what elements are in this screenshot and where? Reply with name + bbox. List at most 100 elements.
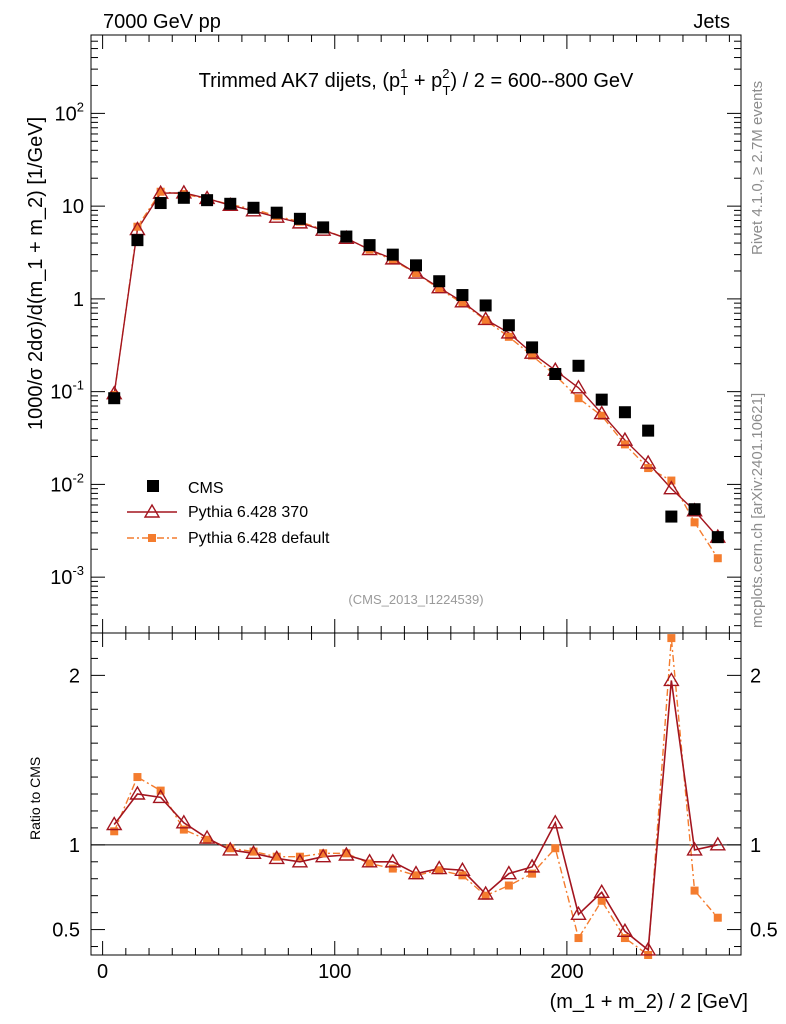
ratio-point-pythia-default xyxy=(690,886,699,895)
ratio-point-pythia-370 xyxy=(105,816,123,831)
ratio-point-pythia-370 xyxy=(245,844,262,860)
point-cms xyxy=(688,503,701,516)
point-cms xyxy=(386,248,399,261)
ratio-point-pythia-default xyxy=(249,847,258,856)
main-y-tick-label: 102 xyxy=(55,99,84,125)
point-cms xyxy=(456,289,469,302)
ratio-point-pythia-370 xyxy=(129,785,146,800)
point-cms xyxy=(642,424,655,437)
main-y-tick-label: 1 xyxy=(73,289,84,311)
main-y-tick-label: 10-2 xyxy=(50,470,84,496)
point-pythia-default xyxy=(133,222,142,231)
point-cms xyxy=(317,221,330,234)
point-cms xyxy=(340,230,353,243)
ratio-point-pythia-370 xyxy=(570,905,587,921)
ratio-point-pythia-370 xyxy=(593,883,610,898)
ratio-y-tick-label: 2 xyxy=(69,665,80,687)
ratio-point-pythia-default xyxy=(528,869,537,878)
ratio-point-pythia-default xyxy=(574,934,583,943)
ratio-point-pythia-370 xyxy=(663,672,680,687)
ratio-point-pythia-370 xyxy=(523,858,541,873)
ratio-point-pythia-default xyxy=(203,835,212,844)
legend-pythia370-marker xyxy=(143,503,161,518)
ratio-x-tick-label: 200 xyxy=(550,961,583,983)
point-pythia-default xyxy=(458,299,467,308)
ratio-y-tick-label: 1 xyxy=(69,835,80,857)
main-y-axis-label: 1000/σ 2dσ)/d(m_1 + m_2) [1/GeV] xyxy=(25,117,47,430)
point-pythia-default xyxy=(156,187,165,196)
ratio-point-pythia-370 xyxy=(384,853,402,868)
point-pythia-default xyxy=(481,316,490,325)
point-cms xyxy=(363,239,376,252)
ratio-point-pythia-default xyxy=(342,849,351,858)
point-pythia-default xyxy=(504,332,513,341)
point-cms xyxy=(433,275,446,288)
main-title: Trimmed AK7 dijets, (p1 T + p2 T) / 2 = 60… xyxy=(199,66,634,98)
ratio-point-pythia-370 xyxy=(361,853,378,868)
point-cms xyxy=(479,299,492,312)
point-cms xyxy=(410,259,422,272)
point-pythia-default xyxy=(435,284,444,293)
ratio-point-pythia-default xyxy=(713,913,722,922)
ratio-point-pythia-default xyxy=(388,864,397,873)
header-right: Jets xyxy=(693,11,730,33)
ratio-point-pythia-370 xyxy=(616,922,634,937)
ratio-point-pythia-370 xyxy=(152,788,169,804)
main-y-tick-label: 10-1 xyxy=(50,378,84,404)
point-cms xyxy=(711,531,724,544)
legend-default-marker xyxy=(148,534,156,542)
point-cms xyxy=(201,194,214,207)
ratio-point-pythia-370 xyxy=(709,836,727,851)
ratio-point-pythia-default xyxy=(667,634,676,643)
point-cms xyxy=(108,392,121,405)
ratio-line-pythia-370 xyxy=(113,680,718,952)
ratio-y-axis-label: Ratio to CMS xyxy=(27,757,43,840)
main-y-tick-label: 10 xyxy=(62,196,84,218)
ratio-point-pythia-370 xyxy=(547,814,564,829)
ratio-line-pythia-default xyxy=(113,638,719,957)
point-pythia-370 xyxy=(616,431,634,446)
side-label-bottom: mcplots.cern.ch [arXiv:2401.10621] xyxy=(749,393,766,628)
main-y-tick-label: 10-3 xyxy=(50,563,84,589)
ratio-plot-frame xyxy=(90,632,742,956)
ratio-point-pythia-370 xyxy=(407,865,425,880)
ratio-point-pythia-default xyxy=(435,866,444,875)
point-cms xyxy=(665,510,678,523)
ratio-point-pythia-370 xyxy=(477,885,494,900)
point-cms xyxy=(131,234,144,247)
point-pythia-default xyxy=(597,411,606,420)
ratio-point-pythia-default xyxy=(226,844,235,853)
ratio-y-tick-label-right: 1 xyxy=(750,835,761,857)
point-pythia-370 xyxy=(477,311,494,326)
legend-cms-label: CMS xyxy=(188,480,224,497)
ratio-point-pythia-default xyxy=(504,881,513,890)
point-pythia-370 xyxy=(593,405,610,420)
point-pythia-370 xyxy=(663,480,680,495)
ratio-point-pythia-default xyxy=(620,934,629,943)
ratio-point-pythia-370 xyxy=(268,850,285,865)
point-pythia-370 xyxy=(500,324,518,339)
legend-cms-marker xyxy=(147,480,159,492)
point-cms xyxy=(572,359,585,372)
point-pythia-default xyxy=(713,554,722,563)
point-cms xyxy=(502,319,515,332)
point-cms xyxy=(549,367,562,380)
ratio-point-pythia-default xyxy=(179,825,188,834)
point-cms xyxy=(270,206,283,219)
point-pythia-370 xyxy=(407,264,425,279)
ratio-point-pythia-370 xyxy=(686,841,703,856)
ratio-point-pythia-default xyxy=(319,849,328,858)
ratio-point-pythia-370 xyxy=(454,861,471,876)
point-pythia-default xyxy=(574,394,583,403)
legend: CMS Pythia 6.428 370 Pythia 6.428 defaul… xyxy=(127,480,330,547)
ratio-point-pythia-370 xyxy=(500,865,518,880)
ratio-x-tick-label: 0 xyxy=(97,961,108,983)
ratio-point-pythia-default xyxy=(481,891,490,900)
ratio-point-pythia-370 xyxy=(291,853,309,868)
point-cms xyxy=(526,341,539,354)
point-cms xyxy=(618,406,631,419)
point-pythia-default xyxy=(690,518,699,527)
point-pythia-370 xyxy=(639,454,657,469)
side-label-top: Rivet 4.1.0, ≥ 2.7M events xyxy=(749,81,766,255)
